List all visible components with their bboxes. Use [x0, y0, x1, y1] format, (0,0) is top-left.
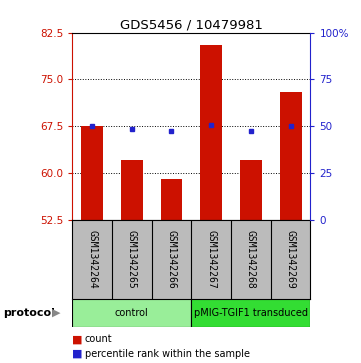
Text: GSM1342268: GSM1342268: [246, 230, 256, 289]
Bar: [121, 160, 143, 220]
Bar: [161, 179, 182, 220]
Bar: [72, 299, 191, 327]
Text: ■: ■: [72, 349, 83, 359]
Bar: [240, 160, 262, 220]
Text: control: control: [115, 308, 149, 318]
Text: ■: ■: [72, 334, 83, 344]
Text: ▶: ▶: [52, 308, 60, 318]
Text: count: count: [85, 334, 113, 344]
Text: protocol: protocol: [4, 308, 56, 318]
Bar: [81, 126, 103, 220]
Text: GSM1342265: GSM1342265: [127, 230, 137, 289]
Text: percentile rank within the sample: percentile rank within the sample: [85, 349, 250, 359]
Bar: [280, 92, 301, 220]
Bar: [200, 45, 222, 220]
Text: GSM1342269: GSM1342269: [286, 230, 296, 289]
Title: GDS5456 / 10479981: GDS5456 / 10479981: [120, 19, 263, 32]
Bar: [191, 299, 310, 327]
Text: GSM1342264: GSM1342264: [87, 230, 97, 289]
Text: pMIG-TGIF1 transduced: pMIG-TGIF1 transduced: [194, 308, 308, 318]
Text: GSM1342266: GSM1342266: [166, 230, 177, 289]
Text: GSM1342267: GSM1342267: [206, 230, 216, 289]
